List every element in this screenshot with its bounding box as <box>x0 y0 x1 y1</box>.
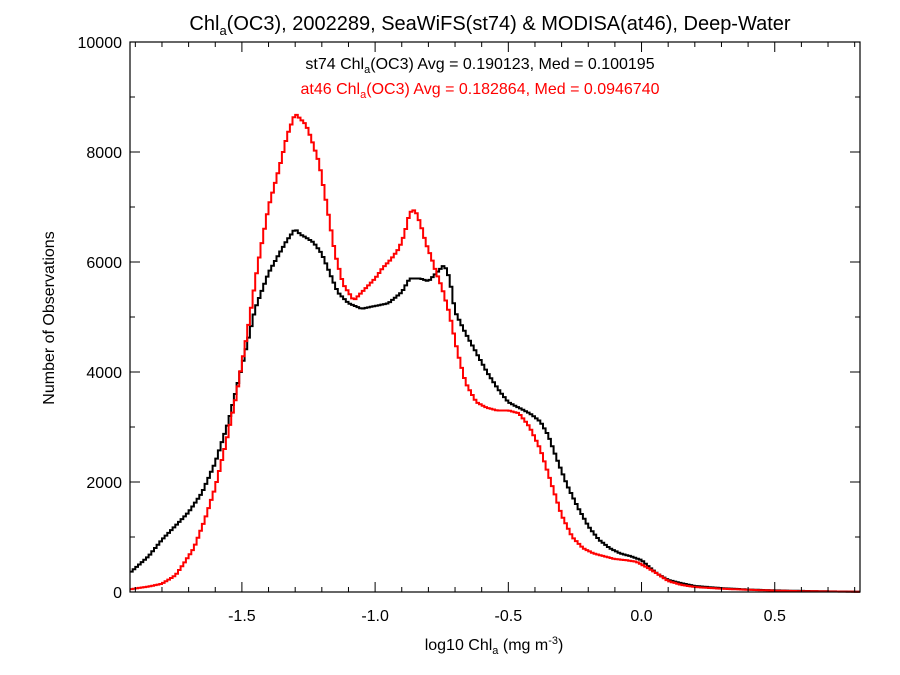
legend-text-subscript: a <box>360 89 367 101</box>
legend-text-pre: at46 Chl <box>301 81 361 98</box>
chart-title-post: (OC3), 2002289, SeaWiFS(st74) & MODISA(a… <box>227 13 791 35</box>
y-tick-label: 6000 <box>86 255 122 272</box>
x-tick-label: 0.5 <box>764 608 786 625</box>
series-line-at46 <box>130 113 860 593</box>
x-axis-label-post: ) <box>558 637 563 654</box>
y-axis: 0 2000 4000 6000 8000 10000 <box>78 35 860 602</box>
x-axis-label-mid: (mg m <box>498 637 548 654</box>
legend-entry-at46: at46 Chla(OC3) Avg = 0.182864, Med = 0.0… <box>301 81 660 101</box>
chart-title: Chla(OC3), 2002289, SeaWiFS(st74) & MODI… <box>189 13 790 38</box>
legend-text-post: (OC3) Avg = 0.190123, Med = 0.100195 <box>370 56 654 73</box>
x-axis-label-pre: log10 Chl <box>425 637 493 654</box>
chart-title-pre: Chl <box>189 13 219 35</box>
x-axis-label-superscript: -3 <box>548 635 558 647</box>
y-tick-label: 4000 <box>86 365 122 382</box>
plot-lines <box>130 113 860 593</box>
y-axis-label: Number of Observations <box>41 231 58 404</box>
x-axis-label-subscript: a <box>492 645 499 657</box>
x-tick-label: 0.0 <box>630 608 652 625</box>
y-tick-label: 0 <box>113 585 122 602</box>
x-axis: -1.5 -1.0 -0.5 0.0 0.5 <box>134 42 856 625</box>
x-tick-label: -1.5 <box>228 608 256 625</box>
x-tick-label: -1.0 <box>361 608 389 625</box>
legend-text-post: (OC3) Avg = 0.182864, Med = 0.0946740 <box>366 81 659 98</box>
legend: st74 Chla(OC3) Avg = 0.190123, Med = 0.1… <box>301 56 660 101</box>
legend-text-subscript: a <box>364 64 371 76</box>
legend-entry-st74: st74 Chla(OC3) Avg = 0.190123, Med = 0.1… <box>305 56 654 76</box>
plot-frame <box>129 41 861 593</box>
legend-text-pre: st74 Chl <box>305 56 364 73</box>
x-axis-label: log10 Chla (mg m-3) <box>425 635 564 657</box>
x-tick-label: -0.5 <box>495 608 523 625</box>
y-tick-label: 8000 <box>86 145 122 162</box>
y-tick-label: 2000 <box>86 475 122 492</box>
chart-title-subscript: a <box>219 23 227 38</box>
y-tick-label: 10000 <box>78 35 123 52</box>
